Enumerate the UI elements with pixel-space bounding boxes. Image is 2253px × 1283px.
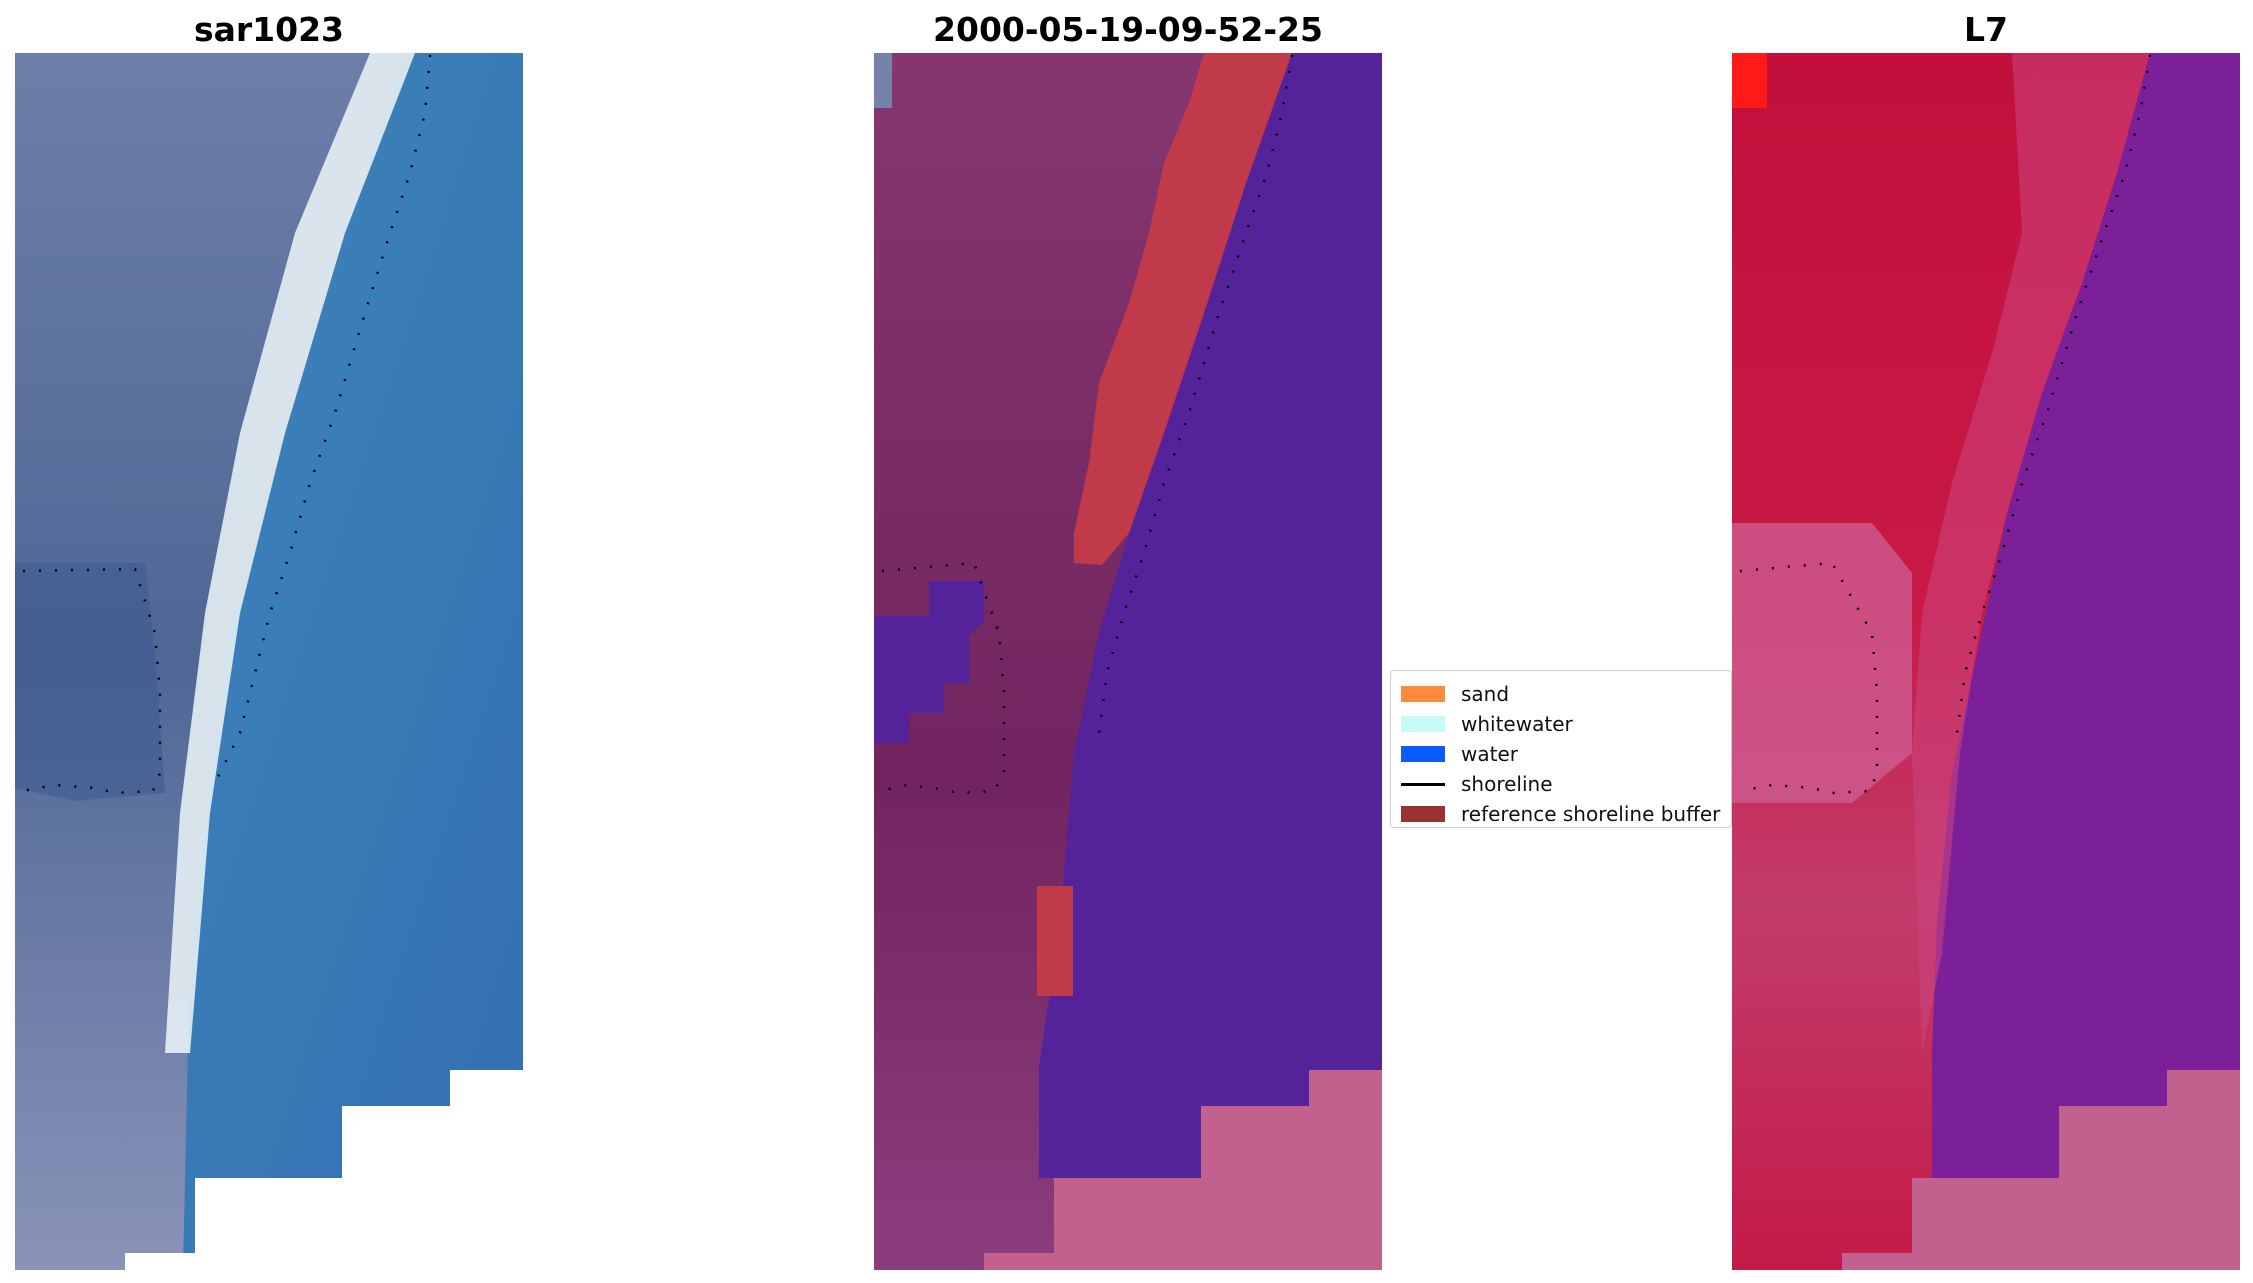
reference-buffer-swatch	[1401, 806, 1445, 822]
l7-index-panel	[1732, 53, 2240, 1270]
shoreline-swatch	[1401, 782, 1445, 786]
water-class	[1039, 53, 1382, 1178]
legend-item-shoreline: shoreline	[1401, 769, 1721, 799]
classified-image-panel	[874, 53, 1382, 1270]
sand-swatch	[1401, 686, 1445, 702]
legend-label: sand	[1461, 682, 1510, 706]
legend-label: reference shoreline buffer	[1461, 802, 1721, 826]
water-class-pond	[874, 581, 984, 743]
legend: sand whitewater water shoreline referenc…	[1390, 670, 1732, 828]
whitewater-swatch	[1401, 716, 1445, 732]
water-index	[1932, 53, 2240, 1178]
sand-class	[1074, 53, 1292, 565]
legend-item-water: water	[1401, 739, 1721, 769]
panel-title-sar1023: sar1023	[193, 10, 345, 49]
whitewater-band	[165, 53, 415, 1053]
legend-label: shoreline	[1461, 772, 1553, 796]
nodata-area	[450, 1070, 523, 1270]
legend-item-sand: sand	[1401, 679, 1721, 709]
water-swatch	[1401, 746, 1445, 762]
panel-title-l7: L7	[1964, 10, 2008, 49]
nodata-class	[984, 1070, 1382, 1270]
panel-title-date: 2000-05-19-09-52-25	[933, 10, 1323, 49]
legend-label: whitewater	[1461, 712, 1573, 736]
rgb-image-panel	[15, 53, 523, 1270]
water-area	[125, 53, 523, 1270]
legend-item-reference-buffer: reference shoreline buffer	[1401, 799, 1721, 829]
legend-label: water	[1461, 742, 1518, 766]
nodata-index	[1842, 1070, 2240, 1270]
legend-item-whitewater: whitewater	[1401, 709, 1721, 739]
